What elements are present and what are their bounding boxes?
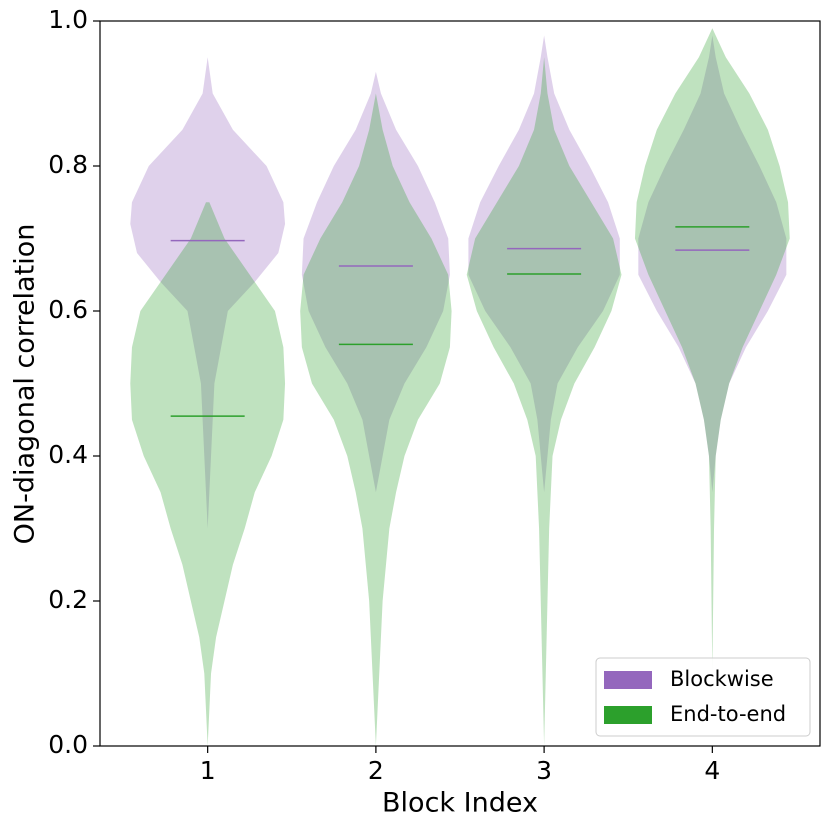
x-tick-label: 3: [536, 756, 552, 785]
violin-body: [638, 35, 787, 493]
legend-swatch: [604, 706, 652, 724]
legend-swatch: [604, 671, 652, 689]
violin-body: [301, 71, 450, 493]
violin-body: [634, 28, 790, 674]
violin-body: [130, 57, 286, 529]
x-axis-label: Block Index: [382, 788, 538, 819]
violin-body: [300, 93, 452, 746]
legend-label: End-to-end: [670, 702, 786, 726]
plot-frame: [99, 20, 821, 747]
y-tick-label: 0.0: [48, 730, 88, 759]
y-tick-label: 1.0: [48, 5, 88, 34]
violin-body: [130, 202, 286, 746]
x-tick-label: 2: [368, 756, 384, 785]
y-tick-label: 0.6: [48, 295, 88, 324]
y-tick-label: 0.2: [48, 585, 88, 614]
y-tick-label: 0.4: [48, 440, 88, 469]
violin-body: [466, 57, 622, 746]
x-tick-label: 1: [200, 756, 216, 785]
violin-body: [468, 35, 620, 493]
legend-label: Blockwise: [670, 667, 774, 691]
x-tick-label: 4: [704, 756, 720, 785]
y-axis-label: ON-diagonal correlation: [10, 224, 41, 545]
y-tick-label: 0.8: [48, 150, 88, 179]
